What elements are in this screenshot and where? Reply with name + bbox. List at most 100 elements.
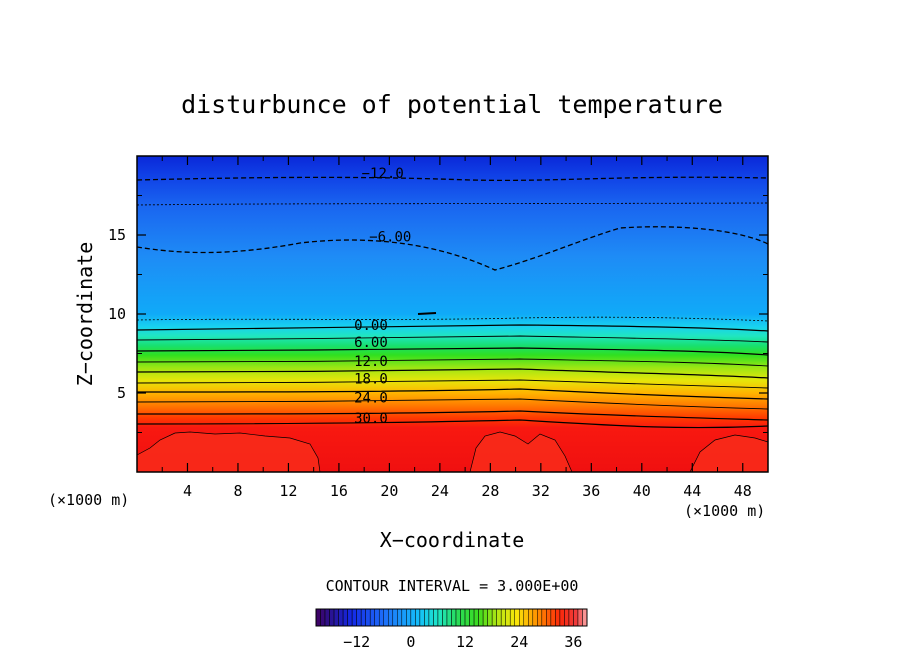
x-tick-label: 4	[183, 482, 192, 500]
contour-line-6	[137, 347, 768, 356]
colorbar-cell	[559, 608, 565, 627]
x-tick-label: 44	[683, 482, 701, 500]
contour-interval-label: CONTOUR INTERVAL = 3.000E+00	[326, 577, 579, 595]
colorbar-cell	[433, 608, 439, 627]
colorbar-cell	[473, 608, 479, 627]
colorbar-tick-labels: −12 0 12 24 36	[343, 633, 582, 651]
contour-line-11	[137, 398, 768, 410]
colorbar-cell	[351, 608, 357, 627]
colorbar-tick-label: 24	[510, 633, 528, 651]
colorbar-cell	[392, 608, 398, 627]
colorbar-cell	[410, 608, 416, 627]
colorbar-cell	[437, 608, 443, 627]
contour-label: 0.00	[354, 318, 388, 334]
colorbar-cell	[446, 608, 452, 627]
colorbar-cell	[342, 608, 348, 627]
x-axis-unit: (×1000 m)	[684, 502, 765, 520]
colorbar-cell	[487, 608, 493, 627]
x-tick-label: 36	[582, 482, 600, 500]
colorbar-tick-label: 36	[564, 633, 582, 651]
warm-region-left	[137, 432, 320, 472]
contour-line-13	[137, 419, 768, 429]
contour-line-8	[137, 368, 768, 379]
x-tick-label: 24	[431, 482, 449, 500]
colorbar-cell	[401, 608, 407, 627]
colorbar-cell	[537, 608, 543, 627]
x-tick-label: 28	[481, 482, 499, 500]
colorbar-cell	[451, 608, 457, 627]
colorbar-cell	[406, 608, 412, 627]
colorbar-cell	[324, 608, 330, 627]
x-tick-label: 32	[532, 482, 550, 500]
x-tick-label: 40	[633, 482, 651, 500]
colorbar-cell	[333, 608, 339, 627]
colorbar	[315, 608, 588, 627]
colorbar-cell	[491, 608, 497, 627]
colorbar-cell	[442, 608, 448, 627]
y-axis-unit: (×1000 m)	[48, 491, 129, 509]
colorbar-tick-label: 12	[456, 633, 474, 651]
colorbar-frame	[315, 608, 588, 627]
x-tick-label: 8	[233, 482, 242, 500]
colorbar-cell	[365, 608, 371, 627]
colorbar-cell	[329, 608, 335, 627]
y-tick-label: 10	[108, 305, 126, 323]
x-axis-label: X−coordinate	[380, 528, 525, 552]
colorbar-cell	[315, 608, 321, 627]
colorbar-cell	[424, 608, 430, 627]
colorbar-cell	[415, 608, 421, 627]
y-axis-label: Z−coordinate	[73, 242, 97, 387]
colorbar-cell	[356, 608, 362, 627]
contour-lines	[137, 176, 768, 472]
x-tick-label: 48	[734, 482, 752, 500]
y-axis-ticks: 5 10 15	[108, 195, 768, 433]
colorbar-cell	[514, 608, 520, 627]
colorbar-cell	[428, 608, 434, 627]
colorbar-cell	[582, 608, 588, 627]
colorbar-tick-label: 0	[406, 633, 415, 651]
contour-line-2	[137, 226, 768, 271]
contour-line-7	[137, 358, 768, 367]
colorbar-cell	[500, 608, 506, 627]
colorbar-cell	[464, 608, 470, 627]
contour-labels: −12.0 −6.00 0.006.00 12.0 18.0 24.0 30.0	[354, 166, 411, 427]
contour-label: −6.00	[369, 229, 411, 245]
colorbar-cell	[577, 608, 583, 627]
contour-line-16	[689, 434, 768, 472]
colorbar-cell	[374, 608, 380, 627]
contour-label: 24.0	[354, 390, 388, 406]
colorbar-cell	[541, 608, 547, 627]
colorbar-cell	[347, 608, 353, 627]
contour-line-17	[417, 312, 437, 315]
colorbar-cell	[320, 608, 326, 627]
y-tick-label: 5	[117, 384, 126, 402]
contour-line-4	[137, 324, 768, 332]
contour-label: 12.0	[354, 354, 388, 370]
colorbar-cell	[383, 608, 389, 627]
contour-label: 6.00	[354, 335, 388, 351]
colorbar-cell	[397, 608, 403, 627]
warm-region-right	[690, 435, 768, 472]
x-tick-label: 20	[380, 482, 398, 500]
temperature-field	[137, 156, 768, 472]
colorbar-cell	[555, 608, 561, 627]
y-tick-label: 15	[108, 226, 126, 244]
colorbar-cell	[419, 608, 425, 627]
contour-line-9	[137, 379, 768, 389]
colorbar-cell	[482, 608, 488, 627]
x-tick-label: 12	[279, 482, 297, 500]
contour-line-5	[137, 335, 768, 343]
colorbar-cell	[460, 608, 466, 627]
colorbar-cell	[528, 608, 534, 627]
colorbar-cell	[519, 608, 525, 627]
colorbar-cell	[573, 608, 579, 627]
contour-line-3	[137, 316, 768, 322]
warm-region-center	[470, 432, 572, 472]
colorbar-cell	[496, 608, 502, 627]
contour-label: 18.0	[354, 372, 388, 388]
contour-line-12	[137, 410, 768, 421]
colorbar-cell	[469, 608, 475, 627]
colorbar-cell	[478, 608, 484, 627]
contour-line-15	[469, 431, 573, 472]
